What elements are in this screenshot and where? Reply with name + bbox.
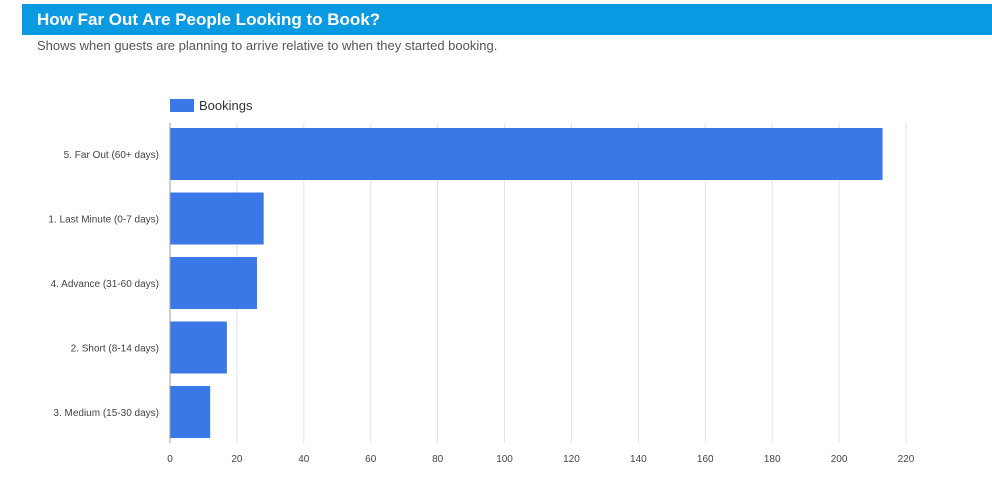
bars xyxy=(170,128,883,438)
bar xyxy=(170,386,211,438)
x-tick-label: 120 xyxy=(563,454,580,465)
bar xyxy=(170,192,264,245)
legend-label: Bookings xyxy=(199,98,253,113)
x-tick-label: 160 xyxy=(697,454,714,465)
x-tick-label: 80 xyxy=(432,454,444,465)
bar xyxy=(170,321,227,374)
chart-subtitle: Shows when guests are planning to arrive… xyxy=(37,38,498,53)
x-tick-label: 200 xyxy=(831,454,848,465)
category-label: 2. Short (8-14 days) xyxy=(71,344,159,355)
chart-header: How Far Out Are People Looking to Book? xyxy=(22,4,992,35)
x-tick-label: 180 xyxy=(764,454,781,465)
bar xyxy=(170,128,883,180)
chart-title: How Far Out Are People Looking to Book? xyxy=(37,10,381,29)
bar xyxy=(170,257,257,309)
x-tick-label: 0 xyxy=(167,454,173,465)
x-tick-label: 220 xyxy=(898,454,915,465)
category-label: 1. Last Minute (0-7 days) xyxy=(48,215,159,226)
legend: Bookings xyxy=(170,98,253,113)
x-tick-label: 60 xyxy=(365,454,377,465)
x-tick-label: 20 xyxy=(231,454,243,465)
category-label: 5. Far Out (60+ days) xyxy=(64,150,159,161)
category-label: 3. Medium (15-30 days) xyxy=(53,408,159,419)
legend-swatch xyxy=(170,99,194,112)
x-tick-label: 100 xyxy=(496,454,513,465)
x-tick-label: 40 xyxy=(298,454,310,465)
category-label: 4. Advance (31-60 days) xyxy=(51,279,159,290)
x-tick-label: 140 xyxy=(630,454,647,465)
axis: 0 20 40 60 80 100 120 140 160 180 200 220 5. Far Out… xyxy=(48,123,915,465)
